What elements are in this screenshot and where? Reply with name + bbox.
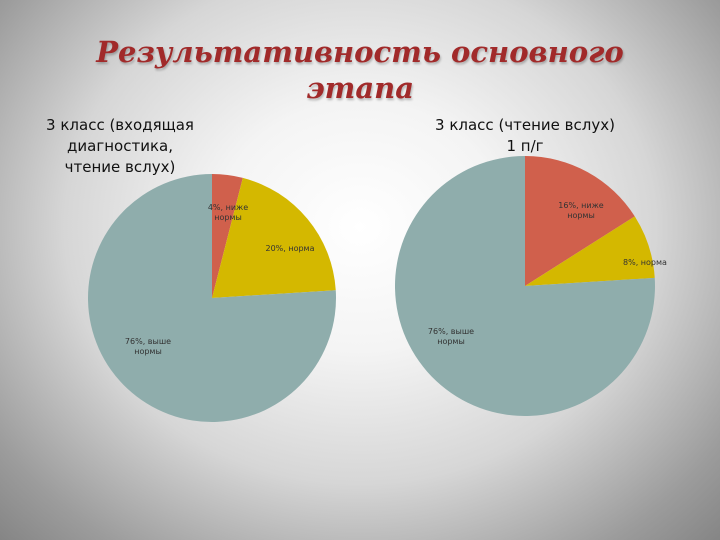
- pie-0-label-line-2: нормы: [134, 347, 162, 356]
- pie-1-label-norm: 8%, норма: [623, 258, 667, 267]
- slide-title: Результативность основного этапа: [0, 34, 720, 106]
- left-chart-title-line-1: 3 класс (входящая: [46, 116, 194, 134]
- pie-0-label-above-norm: 76%, выше нормы: [125, 337, 171, 356]
- pie-0-slice-above-norm: [88, 174, 337, 423]
- pie-1-label-above-norm: 76%, выше нормы: [428, 327, 474, 346]
- pie-1-label-line-1: 8%, норма: [623, 258, 667, 267]
- left-chart-title-line-2: диагностика,: [67, 137, 173, 155]
- pie-1-slice-norm: [525, 216, 655, 286]
- pie-1-label-line-2: нормы: [437, 337, 465, 346]
- pie-0-label-line-1: 20%, норма: [265, 244, 314, 253]
- pie-0-label-norm: 20%, норма: [265, 244, 314, 253]
- slide-title-line-1: Результативность основного: [96, 35, 624, 69]
- pie-1-label-line-1: 16%, ниже: [558, 201, 604, 210]
- slide-title-line-2: этапа: [305, 71, 415, 105]
- pie-0-slice-below-norm: [212, 174, 243, 298]
- pie-0-label-line-1: 76%, выше: [125, 337, 171, 346]
- left-chart-title: 3 класс (входящая диагностика, чтение вс…: [30, 115, 210, 178]
- right-chart-title-line-2: 1 п/г: [506, 137, 544, 155]
- right-chart-title: 3 класс (чтение вслух) 1 п/г: [410, 115, 640, 157]
- right-chart-title-line-1: 3 класс (чтение вслух): [435, 116, 615, 134]
- pie-0-slice-norm: [212, 177, 336, 298]
- pie-1-slice-above-norm: [394, 156, 655, 417]
- pie-1-slice-below-norm: [525, 156, 635, 286]
- pie-0-label-line-1: 4%, ниже: [208, 203, 248, 212]
- pie-0-label-below-norm: 4%, ниже нормы: [208, 203, 248, 222]
- pie-1-label-line-1: 76%, выше: [428, 327, 474, 336]
- pie-1-label-line-2: нормы: [567, 211, 595, 220]
- pie-1-label-below-norm: 16%, ниже нормы: [558, 201, 604, 220]
- pie-0-label-line-2: нормы: [214, 213, 242, 222]
- left-chart-title-line-3: чтение вслух): [64, 158, 176, 176]
